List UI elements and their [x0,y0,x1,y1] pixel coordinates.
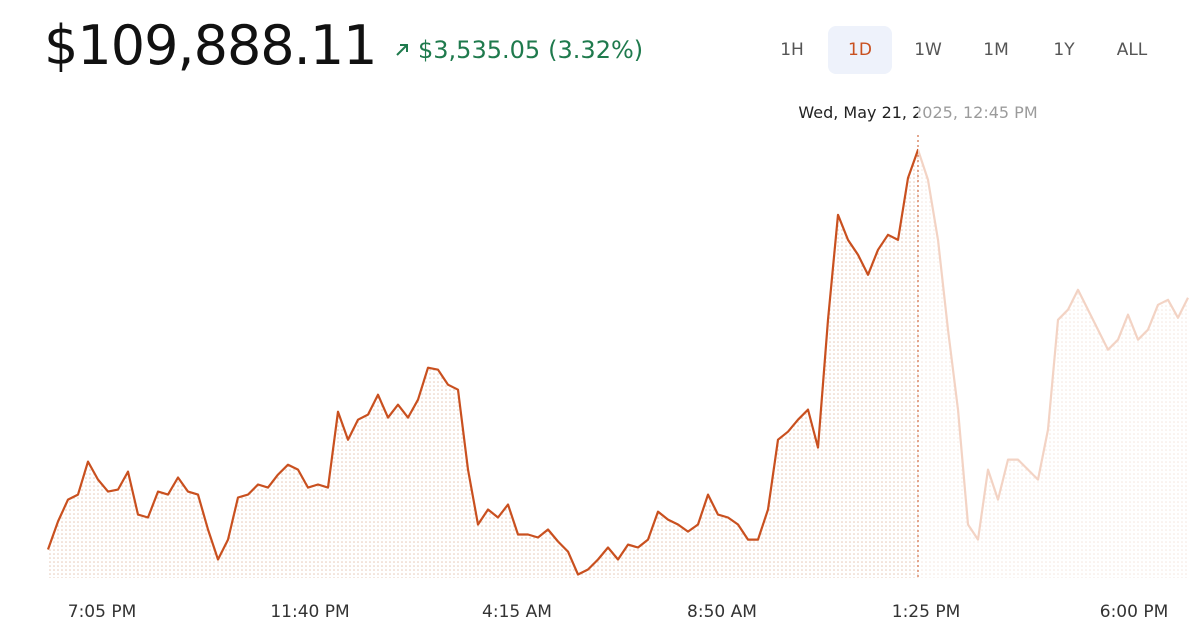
x-tick-label: 8:50 AM [687,602,757,622]
up-arrow [396,44,408,56]
x-tick-label: 1:25 PM [892,602,961,622]
x-tick-label: 7:05 PM [68,602,137,622]
price-line [46,148,1189,576]
change-amount: $3,535.05 [418,36,541,64]
range-button[interactable]: 1W [914,40,942,60]
price: $109,888.11 [44,14,378,77]
range-button[interactable]: ALL [1116,40,1148,60]
change-percent: (3.32%) [548,36,644,64]
header: $109,888.11 $3,535.05 (3.32%) 1H 1D 1W 1M 1Y… [0,0,1200,90]
range-button[interactable]: 1H [780,40,804,60]
range-buttons: 1H 1D 1W 1M 1Y ALL [760,26,1164,74]
range-button[interactable]: 1M [983,40,1009,60]
faded-overlay [918,100,1190,580]
x-tick-label: 6:00 PM [1100,602,1169,622]
area [48,149,1188,578]
change: $3,535.05 (3.32%) [394,36,643,64]
x-tick-label: 11:40 PM [270,602,349,622]
range-button[interactable]: 1Y [1053,40,1075,60]
range-button[interactable]: 1D [828,26,892,74]
x-tick-label: 4:15 AM [482,602,552,622]
